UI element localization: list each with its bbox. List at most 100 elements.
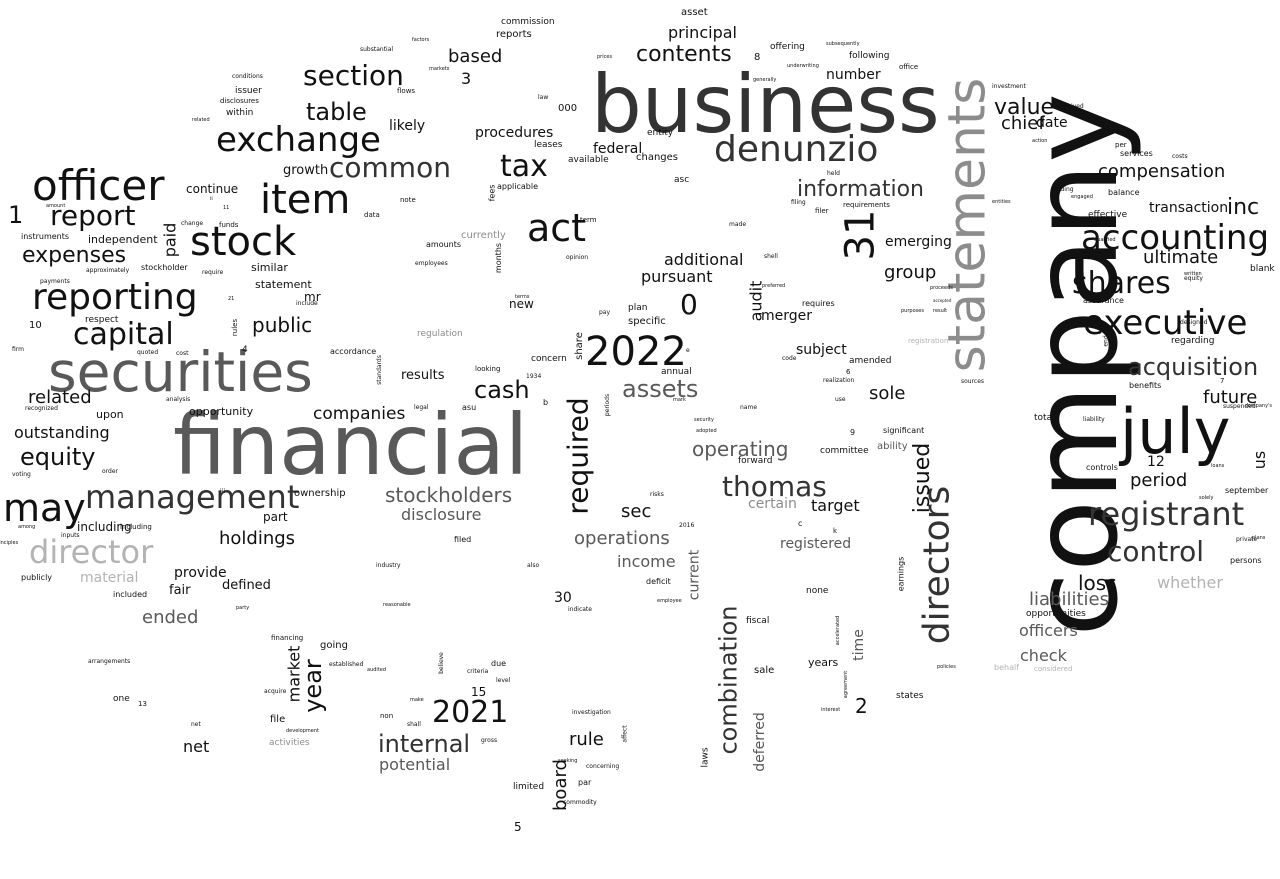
cloud-word: new [509,297,534,311]
cloud-word: additional [664,250,744,269]
cloud-word: going [320,640,348,651]
cloud-word: director [29,533,154,571]
cloud-word: concern [531,354,567,364]
cloud-word: audited [367,667,387,673]
cloud-word: offering [770,42,805,52]
cloud-word: subsequently [826,41,860,47]
cloud-word: registered [780,536,852,552]
cloud-word: believe [437,652,445,674]
cloud-word: transaction [1149,200,1229,216]
cloud-word: due [491,659,507,668]
cloud-word: standards [375,355,383,385]
cloud-word: entities [992,199,1011,205]
cloud-word: 000 [558,103,578,114]
cloud-word: markets [429,66,450,72]
cloud-word: realization [823,377,855,384]
cloud-word: payments [40,278,70,285]
cloud-word: factors [412,37,430,43]
cloud-word: number [826,67,881,83]
cloud-word: blank [1250,264,1275,274]
cloud-word: terms [515,294,530,300]
cloud-word: services [1120,149,1153,158]
cloud-word: commission [501,17,555,27]
cloud-word: accelerated [835,615,842,646]
cloud-word: cash [474,376,530,404]
cloud-word: leases [534,140,563,150]
cloud-word: plan [628,303,648,313]
cloud-word: states [896,691,924,701]
cloud-word: expenses [22,243,127,268]
cloud-word: federal [593,141,643,157]
cloud-word: shall [407,721,421,728]
cloud-word: ownership [294,488,346,499]
cloud-word: c [798,519,803,528]
cloud-word: act [527,206,587,250]
cloud-word: note [400,196,416,204]
cloud-word: disclosures [220,97,259,105]
cloud-word: laws [700,747,711,768]
cloud-word: executive [1083,303,1248,343]
cloud-word: months [494,242,504,274]
cloud-word: officers [1019,621,1078,640]
cloud-word: gross [481,737,498,744]
cloud-word: statement [255,278,312,291]
cloud-word: investigation [572,709,611,716]
cloud-word: trading [1052,186,1074,193]
cloud-word: information [797,177,924,202]
cloud-word: chief [1001,113,1045,134]
cloud-word: market [284,645,304,703]
cloud-word: change [181,220,204,227]
cloud-word: sole [869,383,906,404]
cloud-word: substantial [360,46,394,53]
cloud-word: require [202,269,224,276]
cloud-word: respect [85,315,119,325]
cloud-word: shell [764,253,778,260]
cloud-word: related [192,117,210,123]
cloud-word: requirements [843,201,890,209]
cloud-word: acquisition [1128,353,1259,381]
cloud-word: likely [389,118,426,134]
cloud-word: 15 [471,685,487,699]
cloud-word: 13 [138,700,147,708]
cloud-word: securities [48,340,313,404]
cloud-word: per [1115,141,1127,149]
cloud-word: result [933,308,948,314]
cloud-word: risks [650,491,664,498]
cloud-word: 2016 [679,522,695,529]
cloud-word: capital [73,317,174,352]
cloud-word: data [364,211,380,219]
cloud-word: company's [1245,403,1273,409]
cloud-word: purposes [901,308,924,314]
cloud-word: asu [462,403,477,412]
cloud-word: development [286,728,319,734]
cloud-word: including [120,523,152,531]
cloud-word: issued [910,442,936,514]
cloud-word: conditions [232,73,263,80]
cloud-word: compensation [1098,161,1226,182]
cloud-word: forward [738,456,773,466]
cloud-word: based [448,46,503,67]
cloud-word: held [827,170,840,177]
cloud-word: loss [1078,571,1117,595]
cloud-word: ability [877,441,908,452]
cloud-word: related [28,387,92,408]
cloud-word: annual [661,367,692,377]
cloud-word: pursuant [641,267,713,286]
cloud-word: qualified [1094,237,1116,243]
cloud-word: net [191,721,201,728]
cloud-word: notes [1065,437,1085,445]
cloud-word: commodity [563,799,597,806]
cloud-word: 12 [1147,454,1165,470]
cloud-word: instruments [21,232,70,241]
cloud-word: management [85,478,300,516]
cloud-word: benefits [1129,381,1162,390]
cloud-word: 7 [1220,377,1225,385]
cloud-word: contents [636,42,732,67]
cloud-word: thomas [722,470,827,503]
cloud-word: ultimate [1143,247,1219,268]
cloud-word: potential [379,755,451,774]
cloud-word: analysis [166,396,191,403]
cloud-word: certain [748,496,797,512]
cloud-word: liabilities [1029,589,1109,610]
